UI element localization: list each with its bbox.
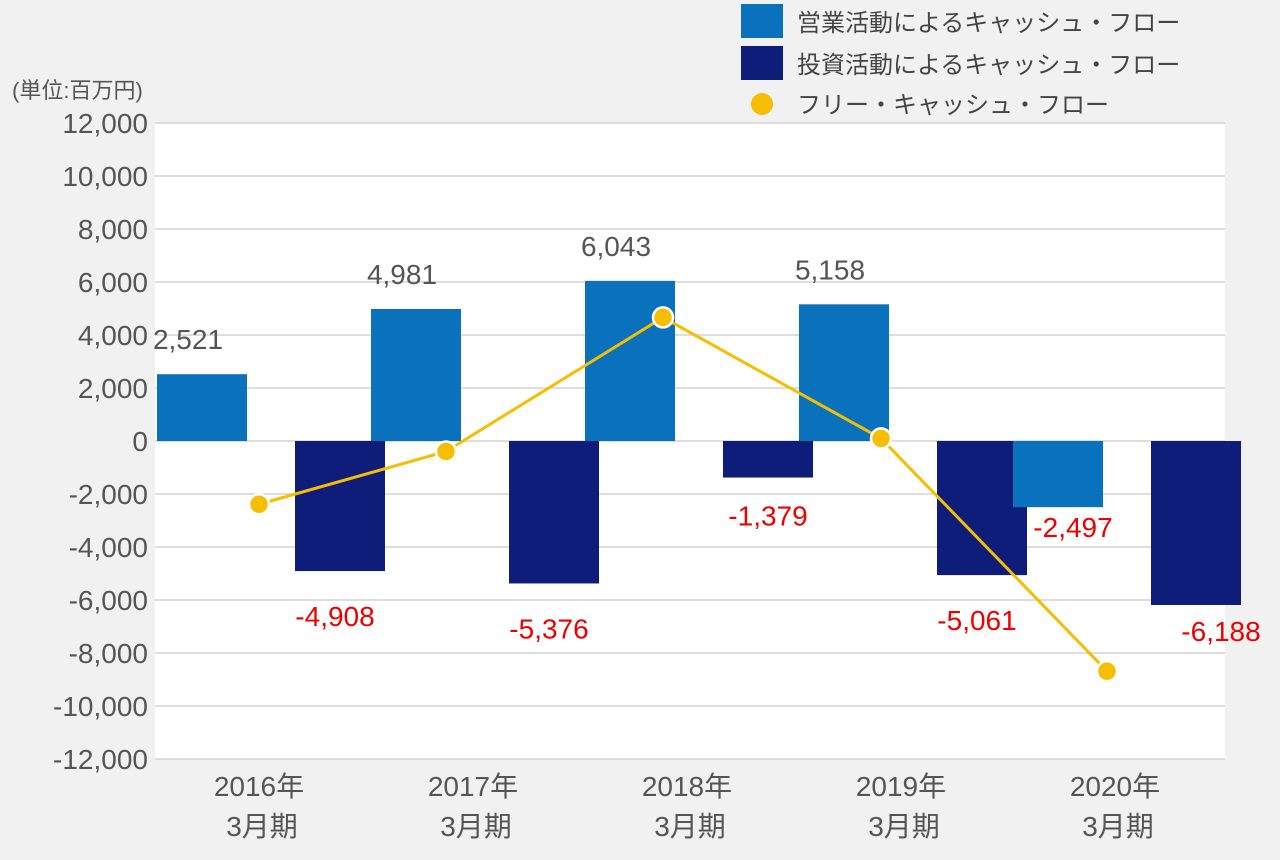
operating-cf-bar [371, 309, 461, 441]
operating-cf-value-label: 5,158 [795, 254, 865, 285]
investing-cf-bar [1151, 441, 1241, 605]
x-tick-period: 3月期 [1082, 811, 1154, 842]
investing-cf-bar [937, 441, 1027, 576]
x-tick-year: 2018年 [642, 771, 732, 802]
y-tick-label: 2,000 [78, 373, 148, 404]
investing-cf-value-label: -5,376 [509, 613, 588, 644]
investing-cf-value-label: -5,061 [937, 605, 1016, 636]
y-tick-label: 0 [132, 426, 148, 457]
legend-label: 営業活動によるキャッシュ・フロー [797, 10, 1180, 37]
y-tick-label: 8,000 [78, 214, 148, 245]
y-tick-label: -6,000 [69, 585, 148, 616]
legend-label: フリー・キャッシュ・フロー [797, 92, 1109, 119]
investing-cf-bar [295, 441, 385, 572]
x-tick-year: 2017年 [428, 771, 518, 802]
y-axis: 12,000 10,000 8,000 6,000 4,000 2,000 0 -2,000 -… [53, 108, 148, 775]
unit-label: (単位:百万円) [12, 78, 143, 103]
free-cf-point [247, 493, 271, 516]
x-tick-year: 2020年 [1070, 771, 1160, 802]
y-tick-label: -10,000 [53, 691, 148, 722]
x-tick-period: 3月期 [654, 811, 726, 842]
operating-cf-value-label: 4,981 [367, 259, 437, 290]
legend-swatch [741, 46, 783, 80]
operating-cf-bar [585, 280, 675, 441]
investing-cf-value-label: -6,188 [1181, 616, 1260, 647]
y-tick-label: -4,000 [69, 532, 148, 563]
x-tick-period: 3月期 [440, 811, 512, 842]
investing-cf-bar [723, 441, 813, 478]
legend-swatch [741, 4, 783, 38]
x-tick-period: 3月期 [868, 811, 940, 842]
x-tick-year: 2016年 [214, 771, 304, 802]
investing-cf-value-label: -1,379 [728, 501, 807, 532]
investing-cf-bar [509, 441, 599, 584]
operating-cf-bar [157, 374, 247, 441]
y-tick-label: 12,000 [62, 108, 148, 139]
x-tick-year: 2019年 [856, 771, 946, 802]
operating-cf-bar [799, 304, 889, 441]
free-cf-point [434, 440, 458, 463]
free-cash-flow-line [247, 306, 1119, 683]
x-axis: 2016年 3月期 2017年 3月期 2018年 3月期 2019年 3月期 2020年 3月期 [214, 771, 1160, 842]
free-cf-point [1095, 659, 1119, 683]
y-tick-label: -12,000 [53, 744, 148, 775]
free-cf-point [869, 427, 893, 450]
x-tick-period: 3月期 [226, 811, 298, 842]
operating-cf-bar [1013, 441, 1103, 508]
y-tick-label: -8,000 [69, 638, 148, 669]
y-tick-label: 10,000 [62, 161, 148, 192]
legend-label: 投資活動によるキャッシュ・フロー [797, 52, 1180, 79]
y-tick-label: -2,000 [69, 479, 148, 510]
free-cf-point [651, 306, 675, 329]
y-tick-label: 4,000 [78, 320, 148, 351]
data-labels: 2,521 -4,908 4,981 -5,376 6,043 -1,379 5,158 -5… [153, 231, 1261, 647]
investing-cf-value-label: -4,908 [295, 601, 374, 632]
legend-swatch [751, 93, 773, 115]
operating-cf-value-label: -2,497 [1033, 512, 1112, 543]
legend: 営業活動によるキャッシュ・フロー投資活動によるキャッシュ・フローフリー・キャッシ… [741, 4, 1180, 119]
y-tick-label: 6,000 [78, 267, 148, 298]
operating-cf-value-label: 2,521 [153, 324, 223, 355]
operating-cf-value-label: 6,043 [581, 231, 651, 262]
